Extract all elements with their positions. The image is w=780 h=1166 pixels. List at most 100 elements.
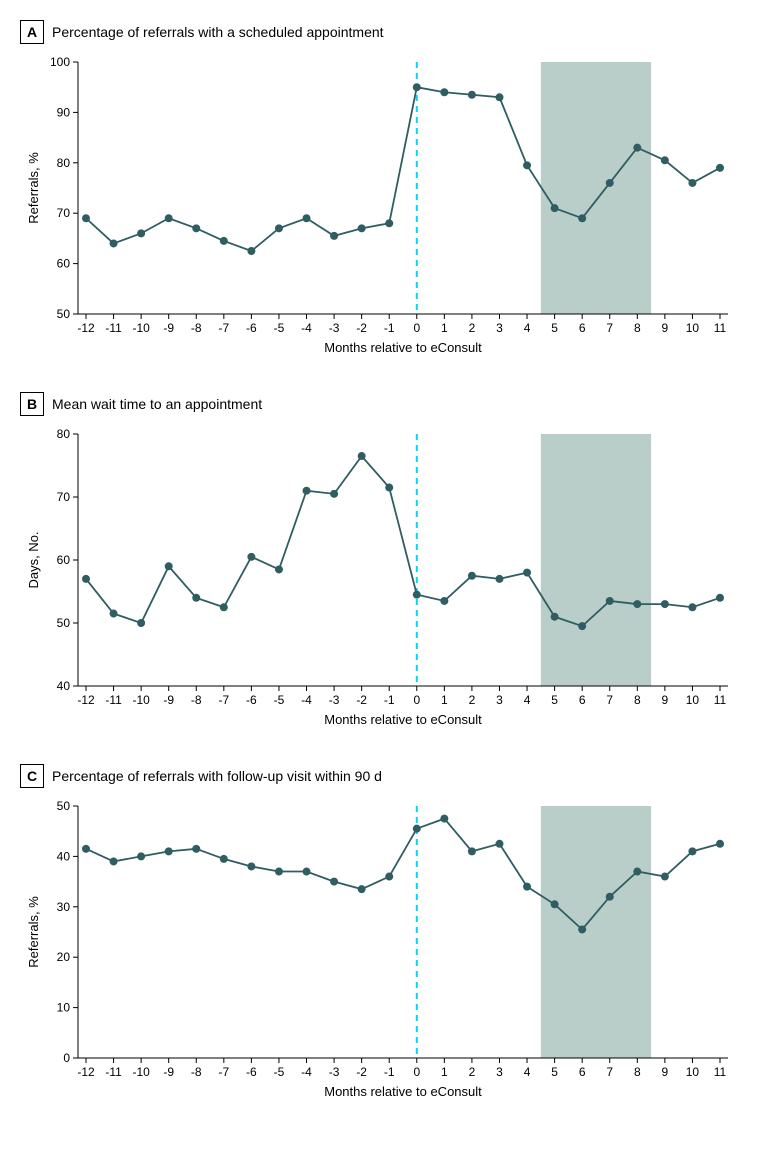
x-tick-label: -2 [356,321,367,335]
x-tick-label: 0 [413,693,420,707]
series-marker [220,603,228,611]
x-tick-label: 2 [469,321,476,335]
x-tick-label: -5 [274,321,285,335]
series-marker [330,232,338,240]
x-tick-label: 11 [714,693,727,707]
series-marker [385,484,393,492]
x-tick-label: 6 [579,321,586,335]
x-tick-label: 8 [634,321,641,335]
x-tick-label: -5 [274,1065,285,1079]
panel-header: APercentage of referrals with a schedule… [20,20,760,44]
x-tick-label: 4 [524,1065,531,1079]
x-tick-label: -11 [105,693,122,707]
x-tick-label: -3 [329,321,340,335]
series-marker [220,237,228,245]
series-marker [165,214,173,222]
series-marker [385,873,393,881]
x-tick-label: -12 [77,1065,95,1079]
series-marker [633,600,641,608]
x-tick-label: -9 [163,1065,174,1079]
series-marker [165,562,173,570]
series-marker [606,179,614,187]
series-marker [275,224,283,232]
x-tick-label: -12 [77,321,95,335]
series-marker [716,840,724,848]
series-marker [468,847,476,855]
series-marker [440,815,448,823]
series-marker [82,214,90,222]
y-tick-label: 50 [57,799,71,813]
x-tick-label: -8 [191,321,202,335]
panel-header: C Percentage of referrals with follow-up … [20,764,760,788]
y-tick-label: 60 [57,553,71,567]
x-tick-label: -12 [77,693,95,707]
x-tick-label: 7 [606,693,613,707]
x-tick-label: -2 [356,1065,367,1079]
x-tick-label: -4 [301,693,312,707]
x-tick-label: -5 [274,693,285,707]
panel-a: APercentage of referrals with a schedule… [20,20,760,362]
y-tick-label: 70 [57,206,71,220]
x-tick-label: 4 [524,693,531,707]
series-marker [606,893,614,901]
series-marker [303,487,311,495]
series-marker [688,179,696,187]
x-tick-label: 6 [579,693,586,707]
x-tick-label: -6 [246,321,257,335]
series-marker [578,622,586,630]
series-marker [495,93,503,101]
shaded-region [541,434,651,686]
x-tick-label: -3 [329,1065,340,1079]
series-marker [247,862,255,870]
y-tick-label: 10 [57,1001,71,1015]
x-tick-label: -6 [246,1065,257,1079]
y-tick-label: 100 [50,55,70,69]
y-tick-label: 70 [57,490,71,504]
panel-title: Percentage of referrals with follow-up v… [52,768,382,784]
x-tick-label: 11 [714,321,727,335]
series-marker [578,925,586,933]
x-tick-label: 9 [662,1065,669,1079]
x-axis-label: Months relative to eConsult [324,340,482,355]
x-tick-label: 2 [469,1065,476,1079]
series-marker [661,873,669,881]
y-tick-label: 80 [57,427,71,441]
x-tick-label: -1 [384,1065,395,1079]
y-tick-label: 0 [63,1051,70,1065]
x-tick-label: -11 [105,1065,122,1079]
chart: 4050607080-12-11-10-9-8-7-6-5-4-3-2-1012… [20,424,760,734]
y-axis-label: Referrals, % [26,896,41,968]
series-marker [247,247,255,255]
panel-letter: C [20,764,44,788]
series-marker [192,845,200,853]
x-tick-label: 10 [686,693,700,707]
panel-letter: A [20,20,44,44]
series-marker [688,603,696,611]
x-tick-label: 1 [441,321,448,335]
y-axis-label: Days, No. [26,531,41,588]
series-marker [495,575,503,583]
chart: 5060708090100-12-11-10-9-8-7-6-5-4-3-2-1… [20,52,760,362]
x-tick-label: -4 [301,1065,312,1079]
series-marker [330,490,338,498]
series-marker [688,847,696,855]
y-tick-label: 20 [57,950,71,964]
x-tick-label: 2 [469,693,476,707]
x-tick-label: -1 [384,693,395,707]
x-tick-label: -3 [329,693,340,707]
series-marker [110,857,118,865]
x-tick-label: -4 [301,321,312,335]
series-marker [137,619,145,627]
series-marker [523,883,531,891]
series-marker [82,845,90,853]
x-tick-label: 10 [686,321,700,335]
x-tick-label: -10 [132,321,150,335]
y-tick-label: 50 [57,616,71,630]
series-marker [358,224,366,232]
series-marker [716,164,724,172]
x-tick-label: -8 [191,693,202,707]
series-marker [551,204,559,212]
series-marker [440,88,448,96]
series-marker [551,613,559,621]
series-marker [247,553,255,561]
